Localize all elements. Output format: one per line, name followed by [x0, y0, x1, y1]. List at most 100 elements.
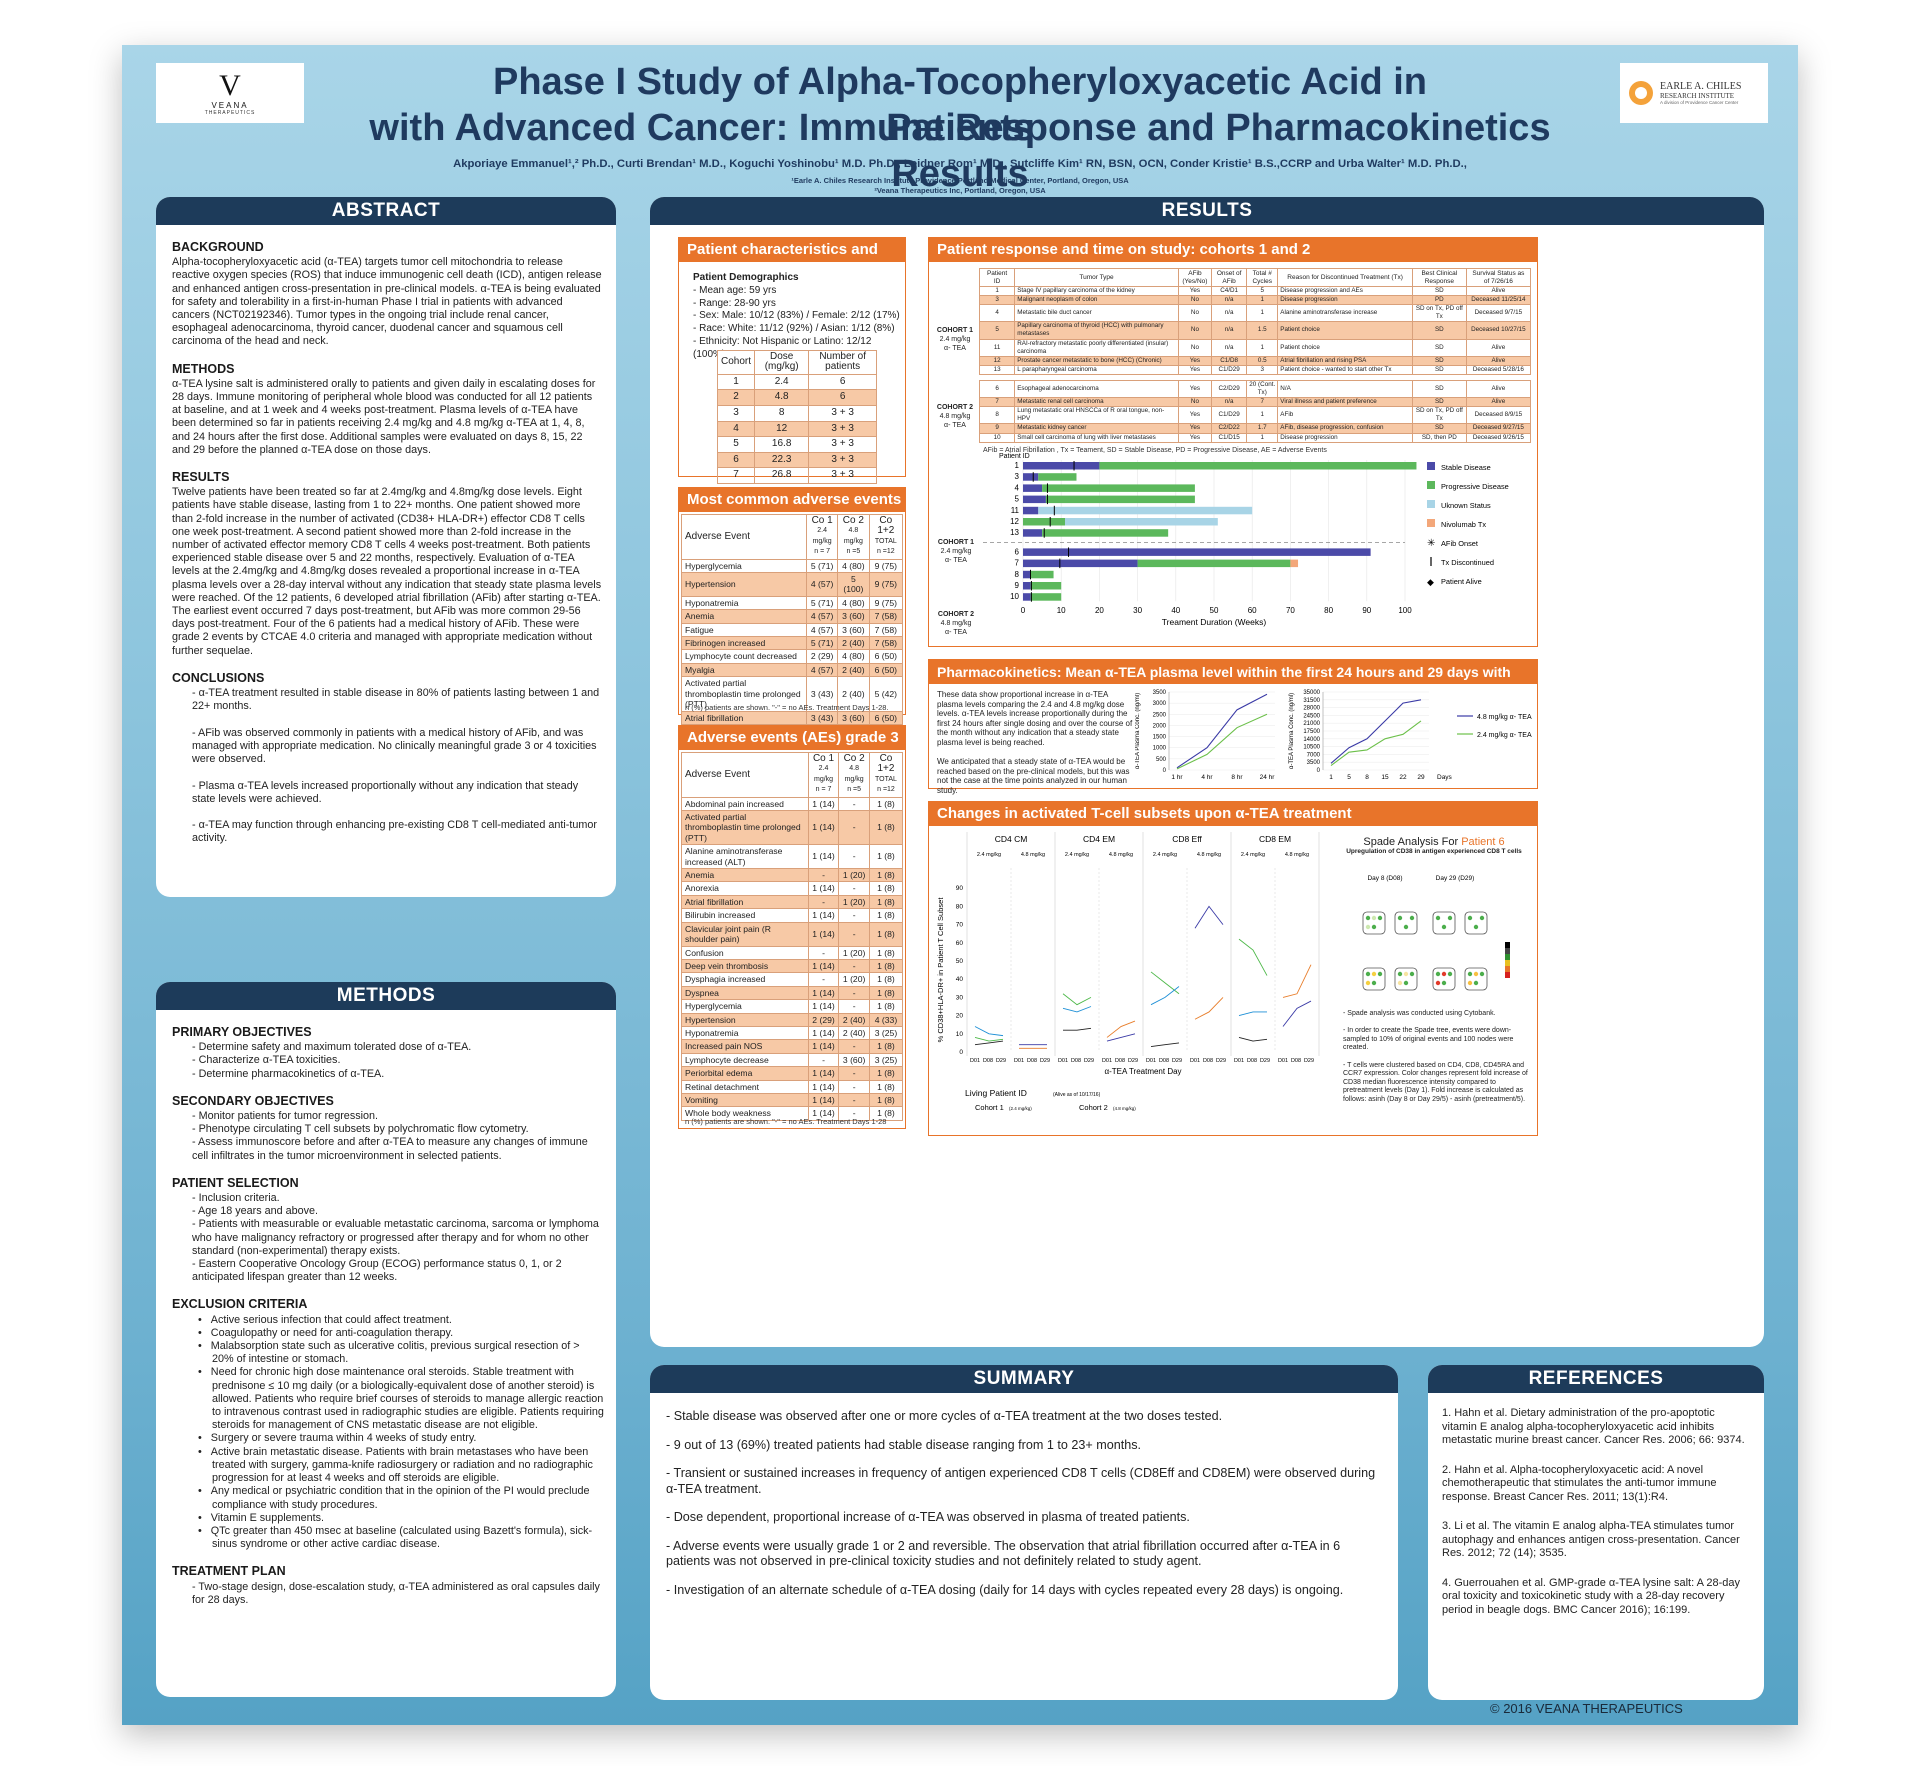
common-ae-cell: 3 (60)	[837, 622, 870, 638]
abstract-conclusions-heading: CONCLUSIONS	[172, 670, 265, 685]
tcell-tick-label: 30	[956, 994, 964, 1001]
pk-x-label: 15	[1381, 774, 1389, 781]
common-ae-cell: 3 (43)	[806, 676, 839, 712]
swimmer-cohort2-dose: 4.8 mg/kg	[940, 620, 972, 627]
spade-node	[1473, 980, 1479, 986]
grade34-ae-cell: 1 (8)	[868, 1066, 904, 1081]
grade34-ae-cell: 1 (8)	[868, 881, 904, 896]
tcell-tick-label: 0	[959, 1049, 963, 1056]
swimmer-patient-label: 6	[1015, 547, 1020, 556]
response-row: 13 L parapharyngeal carcinoma Yes C1/D29 3 Pa…	[978, 364, 1532, 375]
response-cell: No	[1177, 397, 1213, 408]
grade34-ae-cell: Lymphocyte decrease	[681, 1052, 809, 1068]
swimmer-cohort1-dose: 2.4 mg/kg	[940, 548, 972, 555]
pk-tick-label: 0	[1317, 768, 1321, 774]
spade-node	[1479, 971, 1485, 977]
grade34-ae-cell: 1 (20)	[838, 894, 870, 910]
grade34-ae-cell: 1 (14)	[807, 908, 840, 923]
tcell-day-label: D29	[1216, 1058, 1226, 1064]
spade-color-scale	[1505, 972, 1510, 978]
response-cell: Alive	[1465, 397, 1532, 408]
spade-node	[1397, 980, 1403, 986]
dose-table-cell: 4.8	[754, 389, 810, 406]
abstract-results-heading: RESULTS	[172, 470, 230, 485]
response-cell: 1.7	[1246, 423, 1279, 434]
cohort1-label: COHORT 1	[936, 327, 974, 334]
copyright: © 2016 VEANA THERAPEUTICS	[1490, 1701, 1683, 1716]
response-cell: Malignant neoplasm of colon	[1014, 295, 1179, 306]
tcell-trace	[1150, 986, 1180, 1006]
swimmer-patient-label: 1	[1015, 461, 1020, 470]
selection-item: - Inclusion criteria.	[192, 1192, 280, 1205]
pk-x-label: 29	[1417, 774, 1425, 781]
grade34-ae-row: Anemia -1 (20) 1 (8)	[681, 868, 904, 883]
patient-characteristics-box: Patient characteristics and doses Patien…	[678, 237, 906, 484]
spade-node-box	[1394, 967, 1418, 991]
response-cell: 7	[1246, 397, 1279, 408]
response-cell: n/a	[1211, 295, 1248, 306]
tcell-trace	[1106, 1020, 1136, 1038]
tcell-trace	[1238, 938, 1268, 976]
spade-note-1: - Spade analysis was conducted using Cyt…	[1343, 1010, 1496, 1017]
grade34-ae-cell: 1 (8)	[868, 1106, 904, 1121]
response-cell: Metastatic renal cell carcinoma	[1014, 397, 1179, 408]
tcell-dose-label: 2.4 mg/kg	[977, 852, 1001, 858]
grade34-ae-box: Adverse events (AEs) grade 3 or 4 Advers…	[678, 725, 906, 1129]
swimmer-legend-label: AFib Onset	[1441, 539, 1478, 548]
response-cell: SD	[1411, 355, 1467, 366]
common-ae-cell: 5 (42)	[868, 676, 904, 712]
common-ae-cell: Fibrinogen increased	[680, 636, 808, 651]
pk-ylabel: α-TEA Plasma Conc. (ng/ml)	[1289, 693, 1295, 769]
pk-tick-label: 14000	[1303, 737, 1320, 743]
common-ae-cell: 4 (80)	[837, 558, 870, 574]
dose-table-row: 6 22.3 3 + 3	[716, 451, 877, 469]
common-ae-cell: 9 (75)	[868, 595, 904, 611]
response-cell: n/a	[1211, 304, 1248, 323]
secondary-objective: - Monitor patients for tumor regression.	[192, 1110, 379, 1123]
response-cell: C2/D29	[1211, 379, 1248, 399]
pk-24h-line	[1176, 713, 1268, 770]
summary-item: - Investigation of an alternate schedule…	[666, 1582, 1344, 1597]
common-ae-cell: Lymphocyte count decreased	[680, 649, 808, 664]
tcell-trace	[974, 1037, 1004, 1042]
dose-table-cell: 22.3	[754, 451, 810, 469]
dose-table-cell: 6	[808, 373, 877, 391]
grade34-ae-cell: Deep vein thrombosis	[681, 958, 809, 974]
pk-charts: α-TEA Plasma Conc. (ng/ml) 0 500 1000 1500 20…	[1135, 690, 1532, 781]
response-cell: Deceased 9/26/15	[1465, 432, 1532, 443]
common-ae-cell: 5 (71)	[806, 636, 839, 651]
common-ae-cell: Atrial fibrillation	[680, 710, 808, 725]
pk-text-1: These data show proportional increase in…	[937, 690, 1133, 747]
tcell-day-label: D01	[1190, 1058, 1200, 1064]
grade34-ae-cell: Hypertension	[681, 1012, 809, 1027]
response-cell: Deceased 10/27/15	[1465, 321, 1532, 340]
response-row: 4 Metastatic bile duct cancer No n/a 1 Alanin…	[978, 304, 1532, 323]
response-cell: C1/D29	[1211, 406, 1248, 425]
pk-tick-label: 0	[1163, 768, 1167, 774]
response-cell: SD	[1411, 364, 1467, 375]
summary-item: - Transient or sustained increases in fr…	[666, 1466, 1376, 1496]
common-ae-cell: 2 (29)	[806, 649, 839, 664]
chiles-sun-icon	[1629, 81, 1653, 105]
response-cell: SD	[1411, 397, 1467, 408]
cohort1-legend-sub: (2.4 mg/kg)	[1009, 1106, 1032, 1111]
response-col-header: Best Clinical Response	[1411, 268, 1467, 287]
dose-table-header: Dose (mg/kg)	[754, 350, 810, 375]
tcell-day-label: D08	[1159, 1058, 1169, 1064]
tcell-day-label: D01	[1146, 1058, 1156, 1064]
common-ae-footnote: n (%) patients are shown. "-" = no AEs. …	[685, 703, 889, 712]
response-cell: Yes	[1177, 423, 1213, 434]
patient-response-title: Patient response and time on study: coho…	[929, 238, 1537, 262]
demographics-line: - Range: 28-90 yrs	[693, 297, 776, 309]
cohort1-dose: 2.4 mg/kg	[939, 336, 971, 343]
common-ae-row: Fibrinogen increased 5 (71) 2 (40) 7 (58)	[680, 636, 904, 651]
grade34-ae-cell: 1 (8)	[868, 1079, 904, 1094]
common-ae-cell: Hyponatremia	[680, 595, 808, 611]
selection-item: - Patients with measurable or evaluable …	[192, 1218, 599, 1257]
ae34-header: Co 2 4.8 mg/kg n =5	[838, 752, 870, 798]
common-ae-cell: Myalgia	[680, 662, 808, 678]
swimmer-legend-label: Patient Alive	[1441, 577, 1482, 586]
grade34-ae-row: Hyperglycemia 1 (14) -1 (8)	[681, 999, 904, 1014]
swimmer-bar	[1023, 529, 1043, 537]
common-ae-cell: 7 (58)	[868, 609, 904, 624]
